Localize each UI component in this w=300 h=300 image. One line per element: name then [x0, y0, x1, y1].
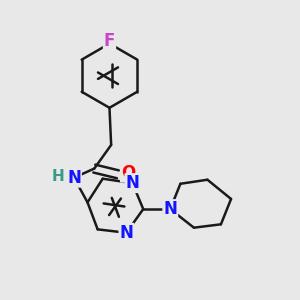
Text: O: O — [121, 164, 135, 181]
Text: N: N — [163, 200, 177, 218]
Text: N: N — [125, 174, 140, 192]
Text: H: H — [51, 169, 64, 184]
Text: N: N — [119, 224, 133, 242]
Text: N: N — [67, 169, 81, 187]
Text: F: F — [104, 32, 115, 50]
